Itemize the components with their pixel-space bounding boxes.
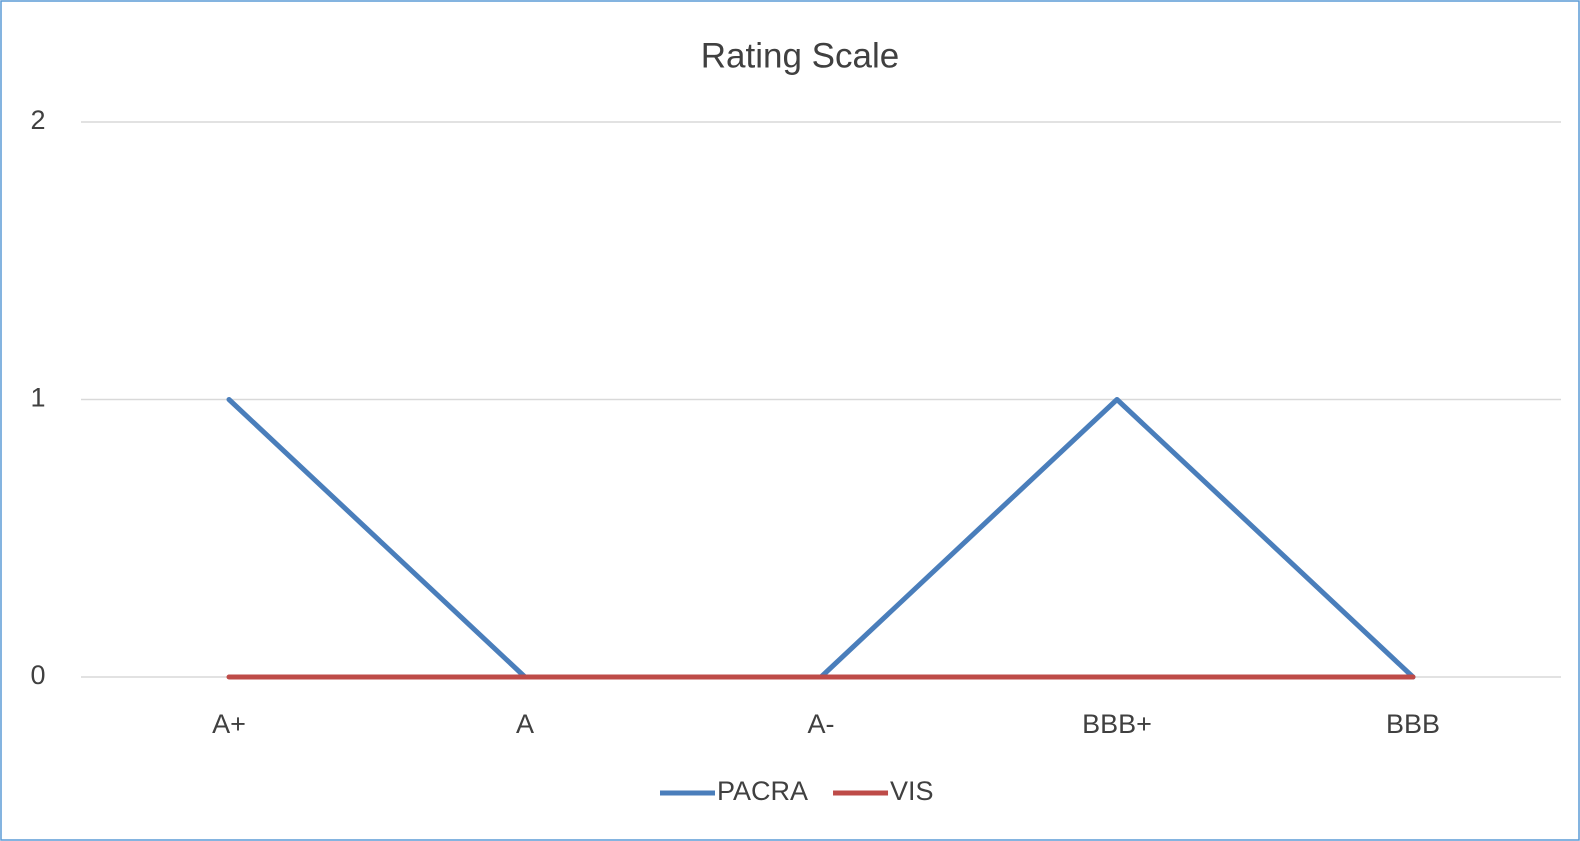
x-tick-label: A-: [808, 709, 835, 739]
y-tick-label: 0: [30, 660, 45, 690]
x-tick-label: A+: [212, 709, 246, 739]
x-tick-label: A: [516, 709, 534, 739]
x-tick-label: BBB: [1386, 709, 1440, 739]
legend-label: VIS: [890, 776, 934, 806]
legend-label: PACRA: [717, 776, 808, 806]
chart-title: Rating Scale: [701, 36, 899, 75]
y-tick-label: 1: [30, 383, 45, 413]
x-tick-label: BBB+: [1082, 709, 1152, 739]
y-tick-label: 2: [30, 105, 45, 135]
